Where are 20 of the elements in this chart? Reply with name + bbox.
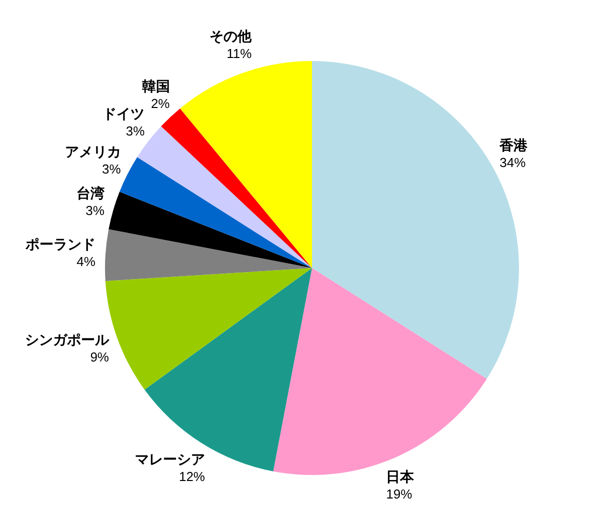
data-label: 12%: [178, 469, 206, 484]
data-label: 9%: [90, 349, 110, 364]
data-label: 4%: [76, 254, 96, 270]
data-label: 3%: [102, 161, 122, 176]
data-label: 2%: [150, 96, 170, 112]
slice-label: ドイツ: [102, 106, 145, 122]
slice-label: シンガポール: [25, 331, 110, 348]
slice-label: その他: [210, 28, 253, 44]
slice-label: 韓国: [142, 78, 170, 94]
data-label: 3%: [126, 124, 146, 139]
slice-label: 台湾: [76, 184, 104, 201]
data-label: 3%: [86, 202, 105, 218]
data-label: 19%: [386, 486, 413, 502]
slice-label: ポーランド: [24, 236, 96, 252]
slice-label: 日本: [386, 468, 416, 485]
data-label: 34%: [500, 154, 526, 170]
data-label: 11%: [226, 46, 252, 62]
slice-label: マレーシア: [135, 451, 206, 468]
slice-label: 香港: [498, 136, 529, 153]
slice-label: アメリカ: [64, 143, 121, 160]
